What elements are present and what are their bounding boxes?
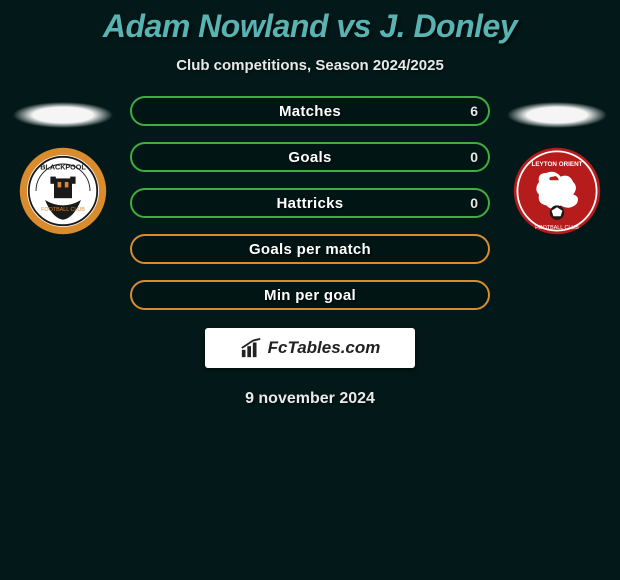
stat-label: Goals [288,149,331,166]
page-title: Adam Nowland vs J. Donley [0,0,620,45]
player-left-name: Adam Nowland [103,8,328,44]
svg-text:FOOTBALL CLUB: FOOTBALL CLUB [41,207,85,213]
stat-row-min-per-goal: Min per goal [130,280,490,310]
stat-label: Min per goal [264,287,356,304]
player-photo-placeholder [507,102,607,128]
stat-label: Matches [279,103,341,120]
left-player-column: BLACKPOOL FOOTBALL CLUB [8,102,118,236]
svg-text:FOOTBALL CLUB: FOOTBALL CLUB [535,225,579,231]
club-crest-right: LEYTON ORIENT FOOTBALL CLUB [512,146,602,236]
stat-right-value: 0 [470,195,478,211]
stat-row-goals: Goals 0 [130,142,490,172]
club-crest-left: BLACKPOOL FOOTBALL CLUB [18,146,108,236]
subtitle: Club competitions, Season 2024/2025 [0,57,620,74]
stats-column: Matches 6 Goals 0 Hattricks 0 Goals per … [118,96,502,310]
date-label: 9 november 2024 [0,390,620,408]
chart-icon [240,337,262,359]
brand-badge[interactable]: FcTables.com [205,328,415,368]
right-player-column: LEYTON ORIENT FOOTBALL CLUB [502,102,612,236]
stat-row-goals-per-match: Goals per match [130,234,490,264]
stat-right-value: 0 [470,149,478,165]
stat-label: Hattricks [277,195,344,212]
svg-text:LEYTON ORIENT: LEYTON ORIENT [532,161,583,168]
brand-text: FcTables.com [268,338,381,358]
comparison-row: BLACKPOOL FOOTBALL CLUB Matches 6 Goals … [0,102,620,310]
player-photo-placeholder [13,102,113,128]
stat-right-value: 6 [470,103,478,119]
stat-row-hattricks: Hattricks 0 [130,188,490,218]
stat-label: Goals per match [249,241,371,258]
svg-text:BLACKPOOL: BLACKPOOL [40,162,86,171]
player-right-name: J. Donley [379,8,517,44]
vs-separator: vs [336,8,371,44]
stat-row-matches: Matches 6 [130,96,490,126]
